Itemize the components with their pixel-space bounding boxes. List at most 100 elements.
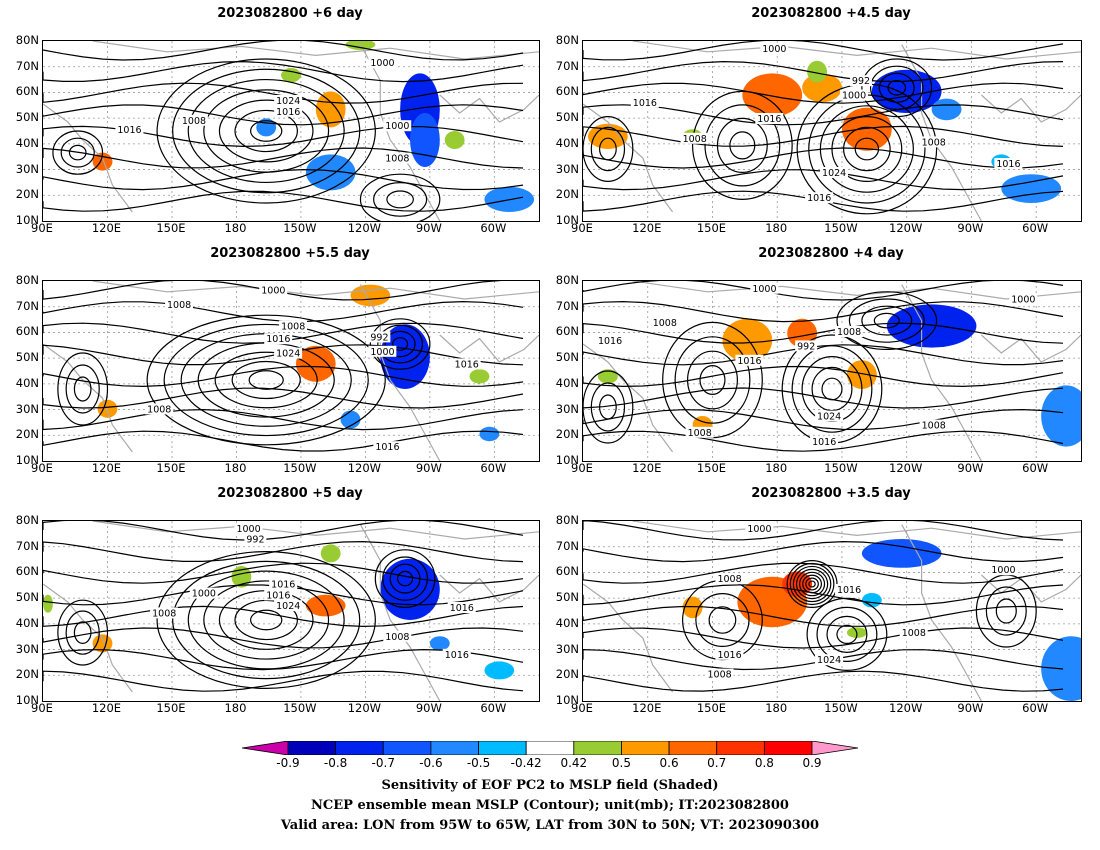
caption-line-2: NCEP ensemble mean MSLP (Contour); unit(… xyxy=(311,798,789,813)
colorbar-label: -0.5 xyxy=(466,756,491,770)
lat-label: 50N xyxy=(555,590,579,605)
contour-label: 1016 xyxy=(266,590,290,601)
lon-label: 150W xyxy=(283,221,317,235)
coastline xyxy=(632,521,1081,540)
contour-label-bg xyxy=(805,192,834,204)
panel-title: 2023082800 +5 day xyxy=(217,486,363,501)
contour-ring xyxy=(995,598,1017,624)
lat-label: 50N xyxy=(555,110,579,125)
lon-label: 60W xyxy=(1022,461,1049,475)
contour-ring xyxy=(789,562,835,606)
contour-ring xyxy=(57,599,109,666)
contour-ring xyxy=(234,599,298,641)
colorbar-label: 0.42 xyxy=(560,756,588,770)
lat-label: 10N xyxy=(15,693,39,707)
lon-label: 120E xyxy=(632,701,662,715)
lat-label: 50N xyxy=(15,590,39,605)
sensitivity-shading xyxy=(97,284,500,442)
lon-label: 150E xyxy=(696,701,727,715)
map-plot: 1000 1008 1016 1000 1008 1016 1024 1008 xyxy=(582,520,1082,702)
lat-label: 80N xyxy=(15,33,39,47)
lat-label: 10N xyxy=(555,693,579,707)
contour-line xyxy=(43,300,524,323)
contour-label-bg xyxy=(368,331,391,343)
contour-label-bg xyxy=(849,75,872,87)
coastline xyxy=(901,524,982,701)
contour-label: 1016 xyxy=(271,580,295,591)
contour-label-bg xyxy=(834,584,863,595)
lon-label: 90W xyxy=(957,461,984,475)
map-plot: 1000 992 1016 1000 1016 1024 1008 1016 1008 1016 xyxy=(42,520,540,702)
lat-label: 80N xyxy=(15,273,39,287)
contour-ring xyxy=(873,312,900,329)
contour-label: 1008 xyxy=(167,300,191,311)
coastline xyxy=(583,583,674,693)
contour-label-bg xyxy=(650,317,679,328)
contour-label-bg xyxy=(279,320,308,332)
lat-label: 70N xyxy=(15,58,39,73)
shaded-region xyxy=(484,661,515,680)
contour-label-bg xyxy=(685,426,714,438)
contour-label-bg xyxy=(115,123,144,135)
lon-label: 120E xyxy=(632,221,662,235)
lon-label: 90E xyxy=(571,221,593,235)
coastlines xyxy=(43,521,539,701)
lon-label: 120E xyxy=(91,701,122,715)
lat-label: 10N xyxy=(555,213,579,227)
map-plot: 1000 1008 1016 1008 992 1016 1000 1024 1016 1008 1… xyxy=(582,280,1082,462)
contour-line xyxy=(583,605,1064,627)
contour-label-bg xyxy=(715,648,744,660)
contour-label: 1024 xyxy=(822,168,846,179)
mslp-contours xyxy=(43,521,524,692)
contour-label: 992 xyxy=(852,76,870,87)
contour-label-bg xyxy=(745,522,774,534)
contour-ring xyxy=(65,610,100,655)
contour-line xyxy=(583,322,1064,344)
contour-label: 1016 xyxy=(117,125,141,136)
contour-label: 1016 xyxy=(266,334,290,345)
contour-ring xyxy=(57,352,109,426)
contour-label-bg xyxy=(680,132,709,144)
contour-ring xyxy=(389,563,421,594)
contour-label: 1008 xyxy=(653,318,677,329)
colorbar-segment xyxy=(287,741,337,755)
panel-title: 2023082800 +4.5 day xyxy=(751,6,911,21)
lat-label: 30N xyxy=(555,161,579,176)
contour-label: 1008 xyxy=(902,628,926,639)
contour-label-bg xyxy=(755,113,784,124)
contour-label-bg xyxy=(383,152,412,164)
shaded-region xyxy=(1041,385,1081,447)
contour-line xyxy=(583,281,1064,301)
contour-ring xyxy=(374,549,436,608)
lon-label: 120W xyxy=(347,701,382,715)
coastline xyxy=(92,281,539,300)
contour-ring xyxy=(674,336,751,424)
lat-label: 40N xyxy=(555,375,579,390)
contour-ring xyxy=(248,370,284,390)
contour-label: 1000 xyxy=(747,524,771,535)
lon-label: 180 xyxy=(765,461,788,475)
contour-label: 1000 xyxy=(991,565,1015,576)
coastline xyxy=(980,334,1081,363)
contour-ring xyxy=(187,570,345,670)
contour-ring xyxy=(691,90,793,201)
contour-line xyxy=(583,365,1064,388)
lat-label: 50N xyxy=(15,350,39,365)
panel-title: 2023082800 +6 day xyxy=(217,6,363,21)
contour-ring xyxy=(590,126,626,172)
lat-label: 30N xyxy=(15,161,39,176)
lon-label: 90W xyxy=(957,701,984,715)
contour-ring xyxy=(65,364,100,414)
contour-ring xyxy=(861,305,913,336)
contour-ring xyxy=(231,360,301,400)
contour-line xyxy=(43,104,524,126)
contour-ring xyxy=(386,190,414,209)
contour-line xyxy=(583,82,1064,104)
lat-label: 80N xyxy=(555,273,579,287)
shaded-region xyxy=(231,566,252,588)
colorbar-segment xyxy=(478,741,527,755)
contour-line xyxy=(43,168,524,191)
contour-label: 1008 xyxy=(708,670,732,681)
contour-ring xyxy=(831,115,903,183)
contour-line xyxy=(43,627,524,649)
